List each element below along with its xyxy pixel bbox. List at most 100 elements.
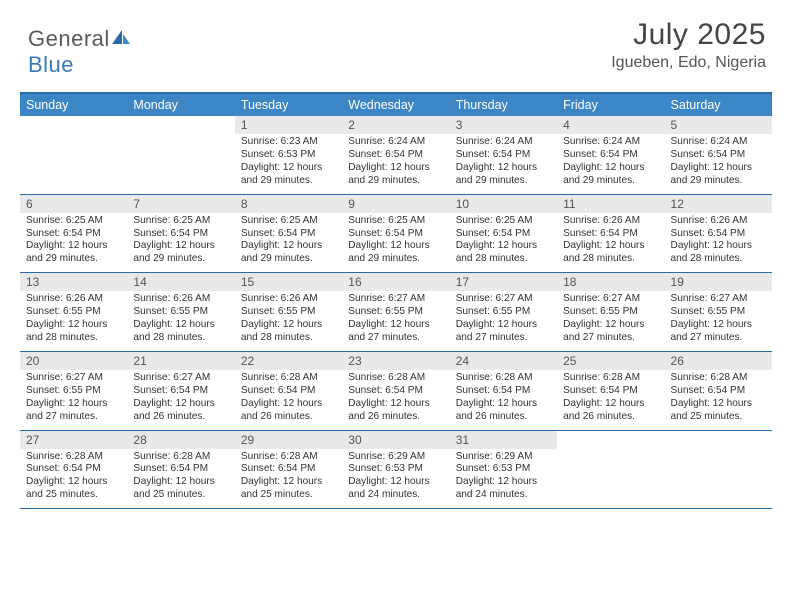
day-body: Sunrise: 6:28 AMSunset: 6:54 PMDaylight:…: [342, 370, 449, 430]
sunset: Sunset: 6:54 PM: [133, 385, 228, 398]
sunset: Sunset: 6:54 PM: [563, 228, 658, 241]
day-body: Sunrise: 6:29 AMSunset: 6:53 PMDaylight:…: [450, 449, 557, 509]
day-cell: 7Sunrise: 6:25 AMSunset: 6:54 PMDaylight…: [127, 195, 234, 273]
day-number: 21: [127, 352, 234, 370]
weekday-header: Friday: [557, 94, 664, 116]
day-cell: 12Sunrise: 6:26 AMSunset: 6:54 PMDayligh…: [665, 195, 772, 273]
sunset: Sunset: 6:55 PM: [241, 306, 336, 319]
sunrise: Sunrise: 6:27 AM: [348, 293, 443, 306]
day-cell: [20, 116, 127, 194]
sunrise: Sunrise: 6:27 AM: [671, 293, 766, 306]
day-cell: 6Sunrise: 6:25 AMSunset: 6:54 PMDaylight…: [20, 195, 127, 273]
day-number: 26: [665, 352, 772, 370]
sunrise: Sunrise: 6:25 AM: [133, 215, 228, 228]
title-block: July 2025 Igueben, Edo, Nigeria: [611, 18, 772, 72]
day-number: 6: [20, 195, 127, 213]
day-number: 4: [557, 116, 664, 134]
week-row: 1Sunrise: 6:23 AMSunset: 6:53 PMDaylight…: [20, 116, 772, 195]
day-body: Sunrise: 6:28 AMSunset: 6:54 PMDaylight:…: [127, 449, 234, 509]
day-cell: 24Sunrise: 6:28 AMSunset: 6:54 PMDayligh…: [450, 352, 557, 430]
day-cell: 20Sunrise: 6:27 AMSunset: 6:55 PMDayligh…: [20, 352, 127, 430]
day-cell: [127, 116, 234, 194]
calendar: SundayMondayTuesdayWednesdayThursdayFrid…: [20, 92, 772, 509]
sunrise: Sunrise: 6:25 AM: [348, 215, 443, 228]
day-cell: 30Sunrise: 6:29 AMSunset: 6:53 PMDayligh…: [342, 431, 449, 509]
day-number: 30: [342, 431, 449, 449]
day-cell: 15Sunrise: 6:26 AMSunset: 6:55 PMDayligh…: [235, 273, 342, 351]
day-number: 5: [665, 116, 772, 134]
daylight: Daylight: 12 hours and 28 minutes.: [563, 240, 658, 266]
day-body: Sunrise: 6:27 AMSunset: 6:55 PMDaylight:…: [450, 291, 557, 351]
weekday-header-row: SundayMondayTuesdayWednesdayThursdayFrid…: [20, 94, 772, 116]
sunrise: Sunrise: 6:27 AM: [456, 293, 551, 306]
sunset: Sunset: 6:53 PM: [241, 149, 336, 162]
day-number: 28: [127, 431, 234, 449]
sunrise: Sunrise: 6:28 AM: [563, 372, 658, 385]
day-body: Sunrise: 6:25 AMSunset: 6:54 PMDaylight:…: [127, 213, 234, 273]
sunrise: Sunrise: 6:29 AM: [456, 451, 551, 464]
day-number: 19: [665, 273, 772, 291]
sunrise: Sunrise: 6:23 AM: [241, 136, 336, 149]
day-body: Sunrise: 6:25 AMSunset: 6:54 PMDaylight:…: [235, 213, 342, 273]
sunrise: Sunrise: 6:25 AM: [456, 215, 551, 228]
day-cell: 9Sunrise: 6:25 AMSunset: 6:54 PMDaylight…: [342, 195, 449, 273]
daylight: Daylight: 12 hours and 26 minutes.: [241, 398, 336, 424]
weekday-header: Monday: [127, 94, 234, 116]
day-cell: 27Sunrise: 6:28 AMSunset: 6:54 PMDayligh…: [20, 431, 127, 509]
weekday-header: Sunday: [20, 94, 127, 116]
daylight: Daylight: 12 hours and 28 minutes.: [26, 319, 121, 345]
sunset: Sunset: 6:54 PM: [133, 228, 228, 241]
day-number: 1: [235, 116, 342, 134]
location: Igueben, Edo, Nigeria: [611, 54, 766, 72]
day-number: 3: [450, 116, 557, 134]
day-number: 25: [557, 352, 664, 370]
sunrise: Sunrise: 6:24 AM: [563, 136, 658, 149]
sunrise: Sunrise: 6:24 AM: [456, 136, 551, 149]
sunrise: Sunrise: 6:26 AM: [133, 293, 228, 306]
sunset: Sunset: 6:55 PM: [456, 306, 551, 319]
sunset: Sunset: 6:54 PM: [241, 463, 336, 476]
day-body: Sunrise: 6:24 AMSunset: 6:54 PMDaylight:…: [557, 134, 664, 194]
day-cell: 13Sunrise: 6:26 AMSunset: 6:55 PMDayligh…: [20, 273, 127, 351]
week-row: 6Sunrise: 6:25 AMSunset: 6:54 PMDaylight…: [20, 195, 772, 274]
daylight: Daylight: 12 hours and 25 minutes.: [133, 476, 228, 502]
day-body: Sunrise: 6:26 AMSunset: 6:54 PMDaylight:…: [665, 213, 772, 273]
day-cell: 25Sunrise: 6:28 AMSunset: 6:54 PMDayligh…: [557, 352, 664, 430]
logo-part1: General: [28, 26, 110, 51]
daylight: Daylight: 12 hours and 29 minutes.: [133, 240, 228, 266]
day-cell: 11Sunrise: 6:26 AMSunset: 6:54 PMDayligh…: [557, 195, 664, 273]
day-body: Sunrise: 6:28 AMSunset: 6:54 PMDaylight:…: [20, 449, 127, 509]
day-body: Sunrise: 6:28 AMSunset: 6:54 PMDaylight:…: [450, 370, 557, 430]
day-cell: 8Sunrise: 6:25 AMSunset: 6:54 PMDaylight…: [235, 195, 342, 273]
daylight: Daylight: 12 hours and 27 minutes.: [456, 319, 551, 345]
day-body: Sunrise: 6:27 AMSunset: 6:54 PMDaylight:…: [127, 370, 234, 430]
sunset: Sunset: 6:54 PM: [671, 228, 766, 241]
daylight: Daylight: 12 hours and 29 minutes.: [241, 240, 336, 266]
sunrise: Sunrise: 6:29 AM: [348, 451, 443, 464]
daylight: Daylight: 12 hours and 27 minutes.: [348, 319, 443, 345]
day-cell: 10Sunrise: 6:25 AMSunset: 6:54 PMDayligh…: [450, 195, 557, 273]
day-number: 8: [235, 195, 342, 213]
day-body: Sunrise: 6:23 AMSunset: 6:53 PMDaylight:…: [235, 134, 342, 194]
day-number: 17: [450, 273, 557, 291]
sunset: Sunset: 6:53 PM: [348, 463, 443, 476]
day-cell: [557, 431, 664, 509]
sunrise: Sunrise: 6:28 AM: [456, 372, 551, 385]
daylight: Daylight: 12 hours and 27 minutes.: [563, 319, 658, 345]
day-number: 7: [127, 195, 234, 213]
day-body: Sunrise: 6:24 AMSunset: 6:54 PMDaylight:…: [342, 134, 449, 194]
daylight: Daylight: 12 hours and 26 minutes.: [133, 398, 228, 424]
day-body: Sunrise: 6:26 AMSunset: 6:55 PMDaylight:…: [235, 291, 342, 351]
week-row: 20Sunrise: 6:27 AMSunset: 6:55 PMDayligh…: [20, 352, 772, 431]
daylight: Daylight: 12 hours and 29 minutes.: [241, 162, 336, 188]
day-number: 31: [450, 431, 557, 449]
day-cell: 29Sunrise: 6:28 AMSunset: 6:54 PMDayligh…: [235, 431, 342, 509]
day-body: Sunrise: 6:25 AMSunset: 6:54 PMDaylight:…: [342, 213, 449, 273]
day-body: Sunrise: 6:26 AMSunset: 6:54 PMDaylight:…: [557, 213, 664, 273]
sunrise: Sunrise: 6:26 AM: [26, 293, 121, 306]
sunrise: Sunrise: 6:28 AM: [133, 451, 228, 464]
sunrise: Sunrise: 6:25 AM: [26, 215, 121, 228]
day-cell: 18Sunrise: 6:27 AMSunset: 6:55 PMDayligh…: [557, 273, 664, 351]
header: GeneralBlue July 2025 Igueben, Edo, Nige…: [20, 18, 772, 78]
sunrise: Sunrise: 6:28 AM: [671, 372, 766, 385]
